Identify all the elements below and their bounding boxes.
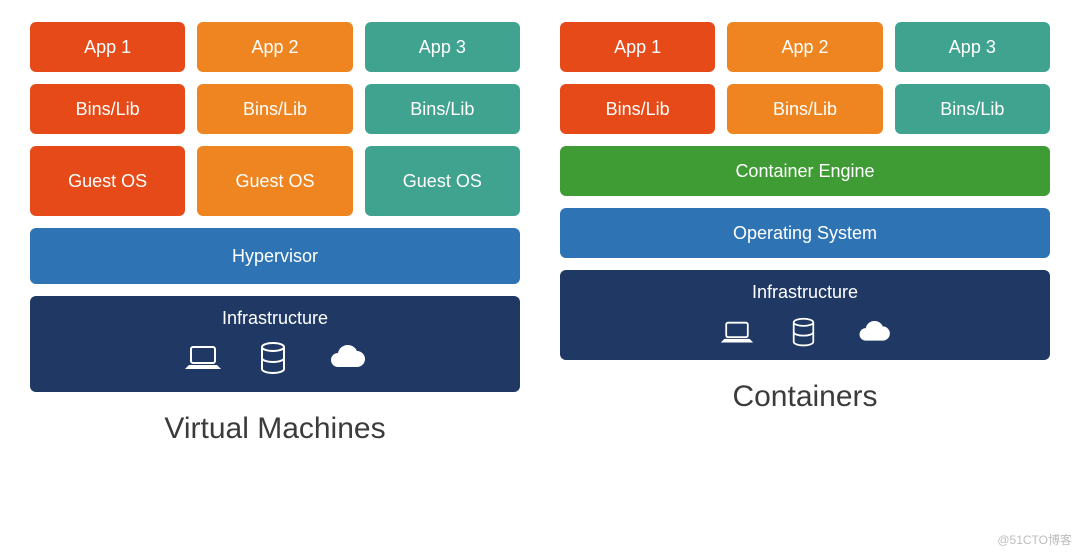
vm-app2: App 2 xyxy=(197,22,352,72)
containers-stack: App 1 App 2 App 3 Bins/Lib Bins/Lib Bins… xyxy=(560,22,1050,446)
server-icon xyxy=(259,341,287,377)
laptop-icon xyxy=(719,320,755,347)
vm-bins1: Bins/Lib xyxy=(30,84,185,134)
vm-stack: App 1 App 2 App 3 Bins/Lib Bins/Lib Bins… xyxy=(30,22,520,446)
vm-infrastructure: Infrastructure xyxy=(30,296,520,392)
vm-app3: App 3 xyxy=(365,22,520,72)
ct-app2: App 2 xyxy=(727,22,882,72)
vm-bins2: Bins/Lib xyxy=(197,84,352,134)
cloud-icon xyxy=(852,321,892,346)
vm-row-guestos: Guest OS Guest OS Guest OS xyxy=(30,146,520,216)
ct-infrastructure: Infrastructure xyxy=(560,270,1050,360)
vm-guestos3: Guest OS xyxy=(365,146,520,216)
ct-bins1: Bins/Lib xyxy=(560,84,715,134)
ct-infrastructure-label: Infrastructure xyxy=(560,282,1050,303)
watermark: @51CTO博客 xyxy=(997,531,1072,548)
vm-caption: Virtual Machines xyxy=(30,412,520,446)
cloud-icon xyxy=(323,345,367,373)
ct-app1: App 1 xyxy=(560,22,715,72)
server-icon xyxy=(791,317,816,349)
vm-app1: App 1 xyxy=(30,22,185,72)
ct-infra-icons xyxy=(560,311,1050,355)
vm-row-bins: Bins/Lib Bins/Lib Bins/Lib xyxy=(30,84,520,134)
vm-infra-icons xyxy=(30,337,520,381)
vm-guestos1: Guest OS xyxy=(30,146,185,216)
ct-container-engine: Container Engine xyxy=(560,146,1050,196)
vm-row-apps: App 1 App 2 App 3 xyxy=(30,22,520,72)
vm-infrastructure-label: Infrastructure xyxy=(30,308,520,329)
laptop-icon xyxy=(183,344,223,374)
ct-bins2: Bins/Lib xyxy=(727,84,882,134)
ct-operating-system: Operating System xyxy=(560,208,1050,258)
ct-app3: App 3 xyxy=(895,22,1050,72)
ct-row-apps: App 1 App 2 App 3 xyxy=(560,22,1050,72)
ct-bins3: Bins/Lib xyxy=(895,84,1050,134)
diagram-container: App 1 App 2 App 3 Bins/Lib Bins/Lib Bins… xyxy=(0,0,1080,446)
ct-caption: Containers xyxy=(560,380,1050,414)
vm-bins3: Bins/Lib xyxy=(365,84,520,134)
vm-hypervisor: Hypervisor xyxy=(30,228,520,284)
ct-row-bins: Bins/Lib Bins/Lib Bins/Lib xyxy=(560,84,1050,134)
vm-guestos2: Guest OS xyxy=(197,146,352,216)
